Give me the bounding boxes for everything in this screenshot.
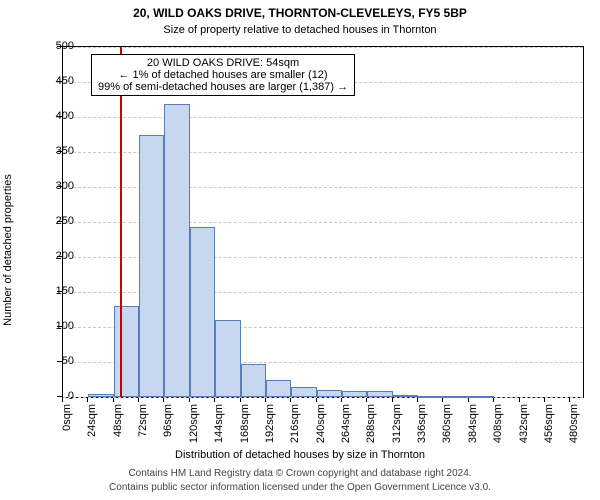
histogram-bar bbox=[114, 306, 139, 397]
x-axis-label: Distribution of detached houses by size … bbox=[0, 449, 600, 461]
plot-area: 20 WILD OAKS DRIVE: 54sqm ← 1% of detach… bbox=[62, 46, 584, 398]
xtick-label: 0sqm bbox=[61, 404, 73, 431]
xtick-label: 336sqm bbox=[416, 404, 428, 443]
histogram-bar bbox=[443, 396, 468, 398]
xtick-label: 240sqm bbox=[315, 404, 327, 443]
xtick-label: 360sqm bbox=[441, 404, 453, 443]
xtick-label: 432sqm bbox=[518, 404, 530, 443]
histogram-bar bbox=[190, 227, 215, 397]
chart-title-line1: 20, WILD OAKS DRIVE, THORNTON-CLEVELEYS,… bbox=[0, 6, 600, 20]
histogram-bar bbox=[418, 396, 443, 398]
xtick-label: 456sqm bbox=[543, 404, 555, 443]
annotation-line-3: 99% of semi-detached houses are larger (… bbox=[98, 81, 348, 93]
xtick-label: 312sqm bbox=[391, 404, 403, 443]
gridline bbox=[63, 47, 583, 48]
histogram-bar bbox=[266, 380, 291, 398]
gridline bbox=[63, 117, 583, 118]
xtick-label: 216sqm bbox=[289, 404, 301, 443]
histogram-bar bbox=[164, 104, 189, 397]
histogram-bar bbox=[367, 391, 392, 397]
xtick-label: 144sqm bbox=[213, 404, 225, 443]
histogram-bar bbox=[241, 364, 266, 397]
xtick-label: 72sqm bbox=[137, 404, 149, 437]
histogram-bar bbox=[215, 320, 240, 397]
footer-line-1: Contains HM Land Registry data © Crown c… bbox=[0, 468, 600, 479]
xtick-label: 120sqm bbox=[188, 404, 200, 443]
chart-title-line2: Size of property relative to detached ho… bbox=[0, 24, 600, 36]
xtick-label: 48sqm bbox=[112, 404, 124, 437]
annotation-line-2: ← 1% of detached houses are smaller (12) bbox=[98, 69, 348, 81]
chart-container: 20, WILD OAKS DRIVE, THORNTON-CLEVELEYS,… bbox=[0, 0, 600, 500]
histogram-bar bbox=[317, 390, 342, 397]
xtick-label: 264sqm bbox=[340, 404, 352, 443]
xtick-label: 480sqm bbox=[568, 404, 580, 443]
xtick-label: 168sqm bbox=[239, 404, 251, 443]
xtick-label: 192sqm bbox=[264, 404, 276, 443]
footer-line-2: Contains public sector information licen… bbox=[0, 482, 600, 493]
xtick-label: 288sqm bbox=[365, 404, 377, 443]
marker-line bbox=[120, 47, 122, 397]
annotation-box: 20 WILD OAKS DRIVE: 54sqm ← 1% of detach… bbox=[91, 54, 355, 96]
histogram-bar bbox=[291, 387, 316, 398]
gridline bbox=[63, 397, 583, 398]
histogram-bar bbox=[88, 394, 113, 397]
histogram-bar bbox=[393, 395, 418, 397]
xtick-label: 408sqm bbox=[492, 404, 504, 443]
y-axis-label: Number of detached properties bbox=[2, 174, 14, 326]
xtick-label: 384sqm bbox=[467, 404, 479, 443]
annotation-line-1: 20 WILD OAKS DRIVE: 54sqm bbox=[98, 57, 348, 69]
xtick-label: 96sqm bbox=[162, 404, 174, 437]
histogram-bar bbox=[469, 396, 494, 398]
xtick-label: 24sqm bbox=[86, 404, 98, 437]
histogram-bar bbox=[139, 135, 164, 397]
histogram-bar bbox=[342, 391, 367, 397]
